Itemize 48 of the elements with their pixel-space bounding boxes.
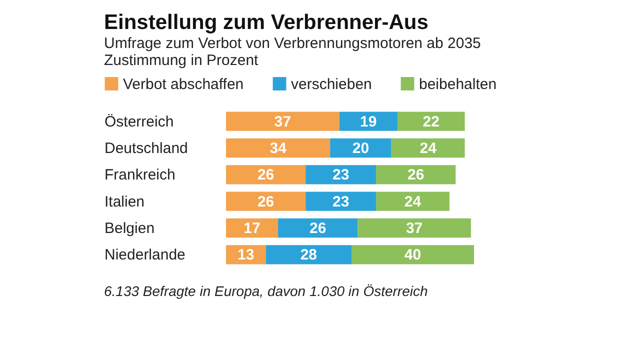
bar xyxy=(376,192,450,211)
bar xyxy=(339,112,398,131)
bar xyxy=(352,245,474,264)
data-label: 23 xyxy=(332,193,350,210)
y-tick-label: Deutschland xyxy=(104,140,188,157)
data-label: 28 xyxy=(300,246,318,264)
bar xyxy=(391,138,465,158)
data-label: 26 xyxy=(407,166,424,184)
data-label: 24 xyxy=(420,140,438,157)
data-label: 34 xyxy=(270,140,288,157)
data-label: 24 xyxy=(404,193,422,210)
y-tick-label: Niederlande xyxy=(104,246,186,264)
bar xyxy=(306,192,376,211)
data-label: 40 xyxy=(404,246,422,264)
data-label: 23 xyxy=(332,166,350,184)
bar xyxy=(226,218,278,238)
chart-title: Einstellung zum Verbrenner-Aus xyxy=(104,11,428,34)
data-label: 20 xyxy=(352,140,370,157)
data-label: 13 xyxy=(238,246,254,264)
y-tick-label: Frankreich xyxy=(104,166,176,184)
data-label: 37 xyxy=(406,220,423,237)
y-tick-label: Österreich xyxy=(104,113,174,130)
bar xyxy=(278,218,358,238)
bar xyxy=(226,165,306,184)
bar xyxy=(226,245,266,264)
bar xyxy=(266,245,352,264)
data-label: 17 xyxy=(244,220,260,237)
bar xyxy=(397,112,465,131)
bar xyxy=(226,138,330,158)
data-label: 37 xyxy=(274,113,291,130)
legend-label: beibehalten xyxy=(419,76,497,93)
data-label: 26 xyxy=(257,193,274,210)
bar xyxy=(330,138,392,158)
bar xyxy=(358,218,471,238)
data-label: 19 xyxy=(360,113,377,130)
bar xyxy=(226,112,340,131)
text: 6.133 Befragte in Europa, davon 1.030 in Österreich xyxy=(104,283,428,299)
bar xyxy=(376,165,456,184)
data-label: 26 xyxy=(310,220,326,237)
bar xyxy=(306,165,376,184)
bar xyxy=(226,192,306,211)
data-label: 22 xyxy=(422,113,440,130)
y-tick-label: Belgien xyxy=(104,220,155,237)
legend-label: verschieben xyxy=(291,76,372,93)
chart-subtitle: Umfrage zum Verbot von Verbrennungsmotoren ab 2035 Zustimmung in Prozent xyxy=(104,35,481,69)
legend-label: Verbot abschaffen xyxy=(123,76,244,93)
data-label: 26 xyxy=(257,166,274,184)
y-tick-label: Italien xyxy=(104,193,145,210)
